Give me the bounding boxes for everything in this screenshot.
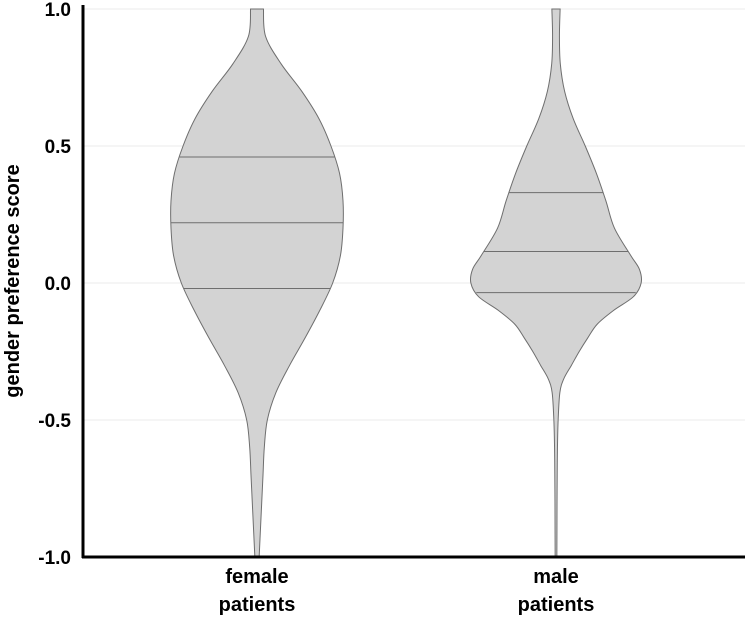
y-tick-label: -0.5 (38, 411, 71, 432)
y-tick-label: 0.0 (45, 274, 71, 295)
y-axis-ticks: 1.0 0.5 0.0 -0.5 -1.0 (38, 0, 71, 569)
y-tick-label: 1.0 (45, 0, 71, 21)
x-category-label: patients (518, 594, 595, 616)
x-category-label: patients (219, 594, 296, 616)
y-tick-label: 0.5 (45, 137, 72, 158)
y-tick-label: -1.0 (38, 548, 71, 569)
y-axis-title: gender preference score (2, 164, 24, 397)
violin-body (469, 8, 643, 558)
x-axis-categories: female patients male patients (219, 566, 595, 616)
x-category-label: female (225, 566, 288, 588)
violin-body (170, 8, 344, 558)
x-category-label: male (533, 566, 579, 588)
